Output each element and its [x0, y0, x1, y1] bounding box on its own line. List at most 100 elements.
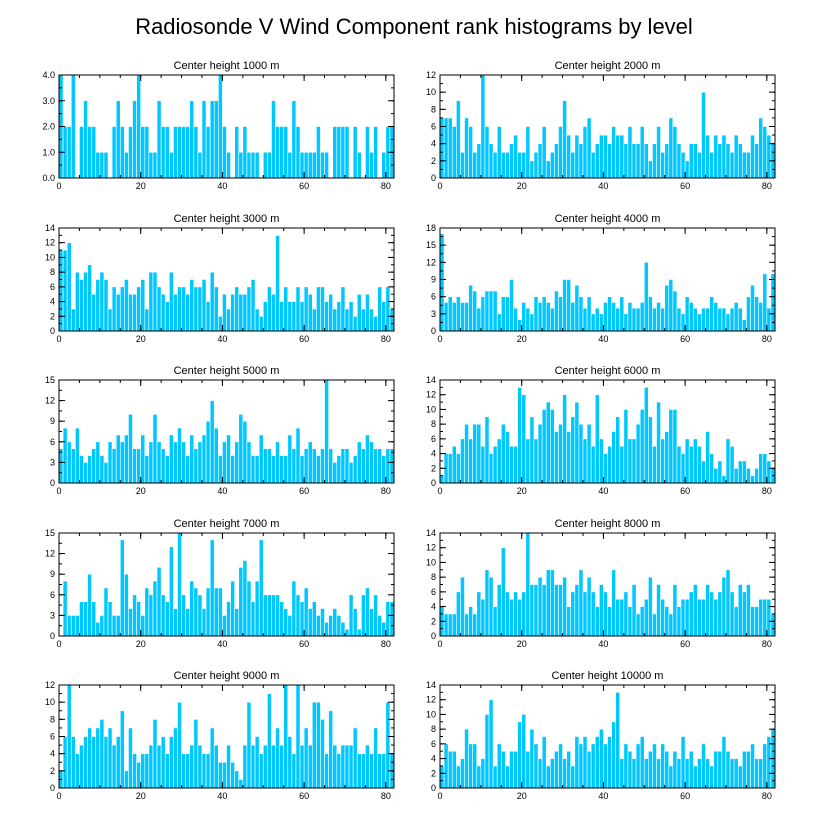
bar	[275, 126, 280, 179]
bar	[303, 448, 309, 484]
bar	[729, 758, 735, 789]
x-tick-label: 40	[217, 791, 227, 801]
bar	[578, 743, 584, 789]
bar	[451, 613, 457, 637]
bar	[119, 539, 125, 637]
bar	[324, 379, 329, 484]
bar	[365, 293, 370, 332]
bar	[356, 441, 362, 484]
bar	[332, 126, 338, 179]
bar	[599, 313, 604, 332]
y-tick-label: 0	[431, 478, 436, 488]
bar	[500, 296, 506, 332]
bar	[205, 126, 211, 179]
bar	[725, 313, 731, 332]
bar	[594, 394, 600, 484]
bar	[729, 307, 735, 332]
bar	[639, 126, 645, 179]
y-tick-label: 6	[50, 732, 55, 742]
bar	[222, 293, 227, 332]
bar	[70, 74, 76, 179]
bar	[680, 598, 686, 637]
bar	[668, 279, 674, 332]
bar	[332, 462, 338, 484]
bar	[737, 307, 743, 332]
bar	[635, 143, 641, 179]
bar	[87, 573, 92, 637]
panel-title: Center height 2000 m	[555, 60, 661, 72]
bar	[660, 307, 665, 332]
bar	[250, 279, 256, 332]
bar	[660, 151, 665, 179]
bar	[381, 455, 387, 484]
bar	[267, 693, 272, 789]
bar	[320, 286, 325, 332]
bar	[570, 591, 576, 637]
bar	[254, 580, 260, 637]
x-tick-label: 80	[762, 791, 772, 801]
bar	[311, 308, 317, 332]
bar	[344, 448, 350, 484]
bar	[627, 750, 633, 789]
bar	[570, 151, 576, 179]
bar	[385, 701, 391, 789]
bar	[537, 576, 543, 637]
bar	[307, 151, 313, 179]
bar	[684, 296, 690, 332]
bar	[505, 591, 510, 637]
bar	[521, 714, 527, 789]
bar	[287, 434, 293, 484]
bar	[545, 302, 551, 332]
bar	[369, 753, 374, 789]
bar	[324, 151, 329, 179]
x-tick-label: 60	[680, 791, 690, 801]
bar	[365, 126, 370, 179]
bar	[672, 750, 678, 789]
bar	[668, 765, 674, 789]
bar	[758, 302, 764, 332]
bar	[721, 475, 727, 484]
bar	[635, 423, 641, 484]
bar	[377, 448, 383, 484]
bar	[627, 126, 633, 179]
bar	[75, 271, 80, 332]
bar	[295, 594, 301, 637]
bar	[275, 235, 280, 332]
bar	[550, 758, 555, 789]
bar	[115, 736, 121, 789]
bar	[271, 455, 276, 484]
bar	[562, 100, 567, 179]
bar	[307, 608, 313, 637]
bar	[185, 126, 191, 179]
bar	[352, 315, 358, 332]
x-tick-label: 60	[299, 334, 309, 344]
bar	[361, 308, 366, 332]
bar	[537, 143, 543, 179]
y-tick-label: 9	[50, 569, 55, 579]
bar	[525, 438, 531, 484]
bar	[578, 423, 584, 484]
bar	[468, 438, 473, 484]
bar	[631, 307, 637, 332]
bar	[550, 307, 555, 332]
x-tick-label: 80	[762, 639, 772, 649]
bar	[733, 758, 739, 789]
bar	[701, 460, 706, 484]
bar	[348, 594, 354, 637]
bar	[599, 134, 604, 179]
bar	[91, 601, 97, 637]
bar	[373, 126, 378, 179]
bar	[607, 736, 612, 789]
bar	[336, 301, 342, 332]
x-tick-label: 0	[437, 486, 442, 496]
bar	[668, 409, 674, 484]
x-tick-label: 60	[680, 486, 690, 496]
bar	[295, 286, 301, 332]
bar	[607, 296, 612, 332]
bar	[680, 313, 686, 332]
bar	[664, 750, 670, 789]
bar	[242, 420, 248, 484]
bar	[460, 576, 465, 637]
bar	[709, 765, 715, 789]
bar	[83, 100, 88, 179]
